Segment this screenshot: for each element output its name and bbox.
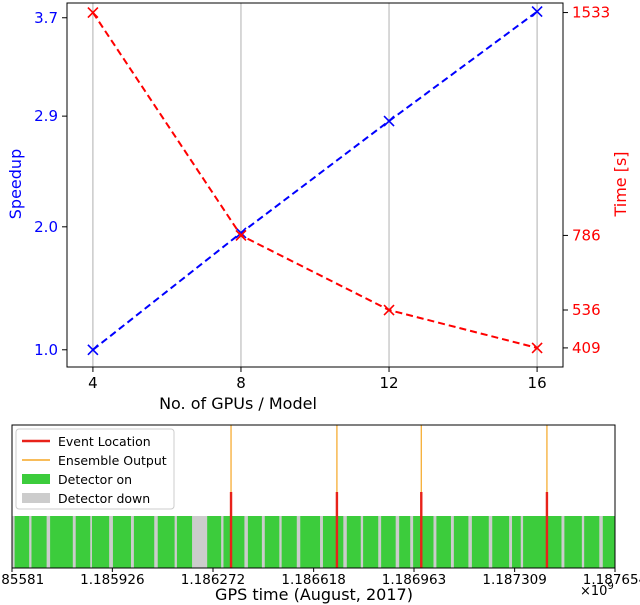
left-y-ticks: 1.0 2.0 2.9 3.7 (34, 9, 67, 359)
left-y-tick-label: 1.0 (34, 341, 58, 359)
detector-down-interval (221, 516, 224, 568)
detector-down-interval (261, 516, 265, 568)
legend-label: Detector on (58, 472, 132, 487)
detector-down-interval (520, 516, 524, 568)
left-series-marker (383, 115, 395, 127)
timeline-x-tick-label: 1.186618 (281, 572, 345, 588)
detector-down-interval (433, 516, 437, 568)
x-tick-label: 12 (379, 374, 398, 392)
top-series (87, 6, 543, 356)
timeline-x-tick-label: 1.185581 (0, 572, 44, 588)
marker-stroke (87, 344, 99, 356)
timeline-x-tick-label: 1.186963 (382, 572, 446, 588)
detector-down-interval (410, 516, 414, 568)
left-series-line (92, 10, 538, 351)
detector-down-interval (395, 516, 400, 568)
detector-down-interval (109, 516, 113, 568)
detector-down-interval (378, 516, 382, 568)
left-series-marker (87, 344, 99, 356)
timeline-x-tick-label: 1.187654 (583, 572, 640, 588)
legend-patch-swatch (22, 474, 50, 484)
marker-stroke (383, 304, 395, 316)
timeline-x-tick-label: 1.185926 (80, 572, 144, 588)
detector-down-interval (581, 516, 585, 568)
right-y-tick-label: 409 (572, 339, 601, 357)
timeline-legend: Event Location Ensemble Output Detector on… (15, 428, 175, 510)
right-series-marker (531, 342, 543, 354)
detector-down-interval (130, 516, 134, 568)
speedup-time-chart: 4 8 12 16 1.0 2.0 2.9 3.7 409 536 786 1533 No. of… (6, 2, 630, 413)
detector-down-interval (29, 516, 32, 568)
legend-label: Detector down (58, 491, 150, 506)
detector-status-bars (12, 516, 615, 568)
marker-stroke (235, 227, 247, 239)
detector-down-interval (72, 516, 76, 568)
left-y-tick-label: 3.7 (34, 9, 58, 27)
detector-down-interval (599, 516, 603, 568)
detector-down-interval (154, 516, 158, 568)
marker-stroke (531, 6, 543, 18)
marker-stroke (531, 342, 543, 354)
detector-down-interval (320, 516, 323, 568)
right-series-marker (383, 304, 395, 316)
detector-down-interval (561, 516, 565, 568)
detector-down-interval (192, 516, 208, 568)
timeline-x-tick-label: 1.186272 (181, 572, 245, 588)
top-grid (92, 3, 538, 367)
detector-down-interval (450, 516, 454, 568)
legend-label: Event Location (58, 434, 151, 449)
detector-down-interval (174, 516, 177, 568)
detector-down-interval (90, 516, 92, 568)
x-tick-label: 4 (88, 374, 98, 392)
detector-down-interval (46, 516, 51, 568)
timeline-x-ticks: 1.185581 1.185926 1.186272 1.186618 1.186963… (0, 568, 640, 588)
detector-down-interval (12, 516, 15, 568)
left-y-tick-label: 2.0 (34, 218, 58, 236)
right-y-ticks: 409 536 786 1533 (563, 4, 610, 357)
x-tick-label: 16 (528, 374, 547, 392)
legend-patch-swatch (22, 493, 50, 503)
offset-base: ×10 (580, 584, 607, 599)
right-series-marker (87, 6, 99, 19)
legend-label: Ensemble Output (58, 453, 167, 468)
timeline-offset-label: ×109 (580, 581, 614, 599)
x-tick-label: 8 (236, 374, 246, 392)
legend-box (15, 428, 175, 510)
left-series-marker (531, 6, 543, 18)
detector-down-interval (343, 516, 347, 568)
marker-stroke (87, 6, 99, 19)
timeline-x-axis-label: GPS time (August, 2017) (215, 585, 413, 604)
timeline-x-tick-label: 1.187309 (482, 572, 546, 588)
top-plot-frame (66, 2, 564, 368)
right-y-tick-label: 536 (572, 301, 601, 319)
marker-stroke (235, 229, 247, 241)
detector-down-interval (279, 516, 282, 568)
detector-down-interval (360, 516, 364, 568)
top-x-axis-label: No. of GPUs / Model (159, 394, 317, 413)
detector-down-interval (468, 516, 472, 568)
detector-on-band (12, 516, 615, 568)
left-y-tick-label: 2.9 (34, 107, 58, 125)
event-markers (229, 425, 549, 568)
detector-down-interval (488, 516, 493, 568)
marker-stroke (383, 115, 395, 127)
right-y-tick-label: 786 (572, 226, 601, 244)
right-y-axis-label: Time [s] (611, 151, 630, 217)
detector-down-interval (244, 516, 248, 568)
right-y-tick-label: 1533 (572, 4, 610, 22)
right-series-marker (235, 229, 247, 241)
top-x-ticks: 4 8 12 16 (88, 367, 547, 392)
offset-exponent: 9 (607, 581, 613, 592)
right-series-line (92, 11, 538, 349)
left-y-axis-label: Speedup (6, 149, 25, 219)
detector-down-interval (296, 516, 301, 568)
detector-timeline-chart: Event Location Ensemble Output Detector on… (0, 424, 640, 604)
detector-down-interval (509, 516, 513, 568)
